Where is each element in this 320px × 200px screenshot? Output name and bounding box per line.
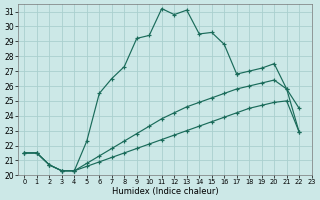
X-axis label: Humidex (Indice chaleur): Humidex (Indice chaleur) [112, 187, 218, 196]
